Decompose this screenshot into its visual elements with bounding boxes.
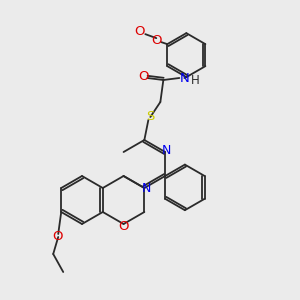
- Text: O: O: [118, 220, 129, 232]
- Text: H: H: [191, 74, 200, 86]
- Text: O: O: [134, 25, 145, 38]
- Text: O: O: [52, 230, 62, 244]
- Text: N: N: [142, 182, 151, 196]
- Text: O: O: [138, 70, 148, 83]
- Text: N: N: [179, 71, 189, 85]
- Text: N: N: [161, 143, 171, 157]
- Text: O: O: [151, 34, 162, 46]
- Text: S: S: [146, 110, 154, 124]
